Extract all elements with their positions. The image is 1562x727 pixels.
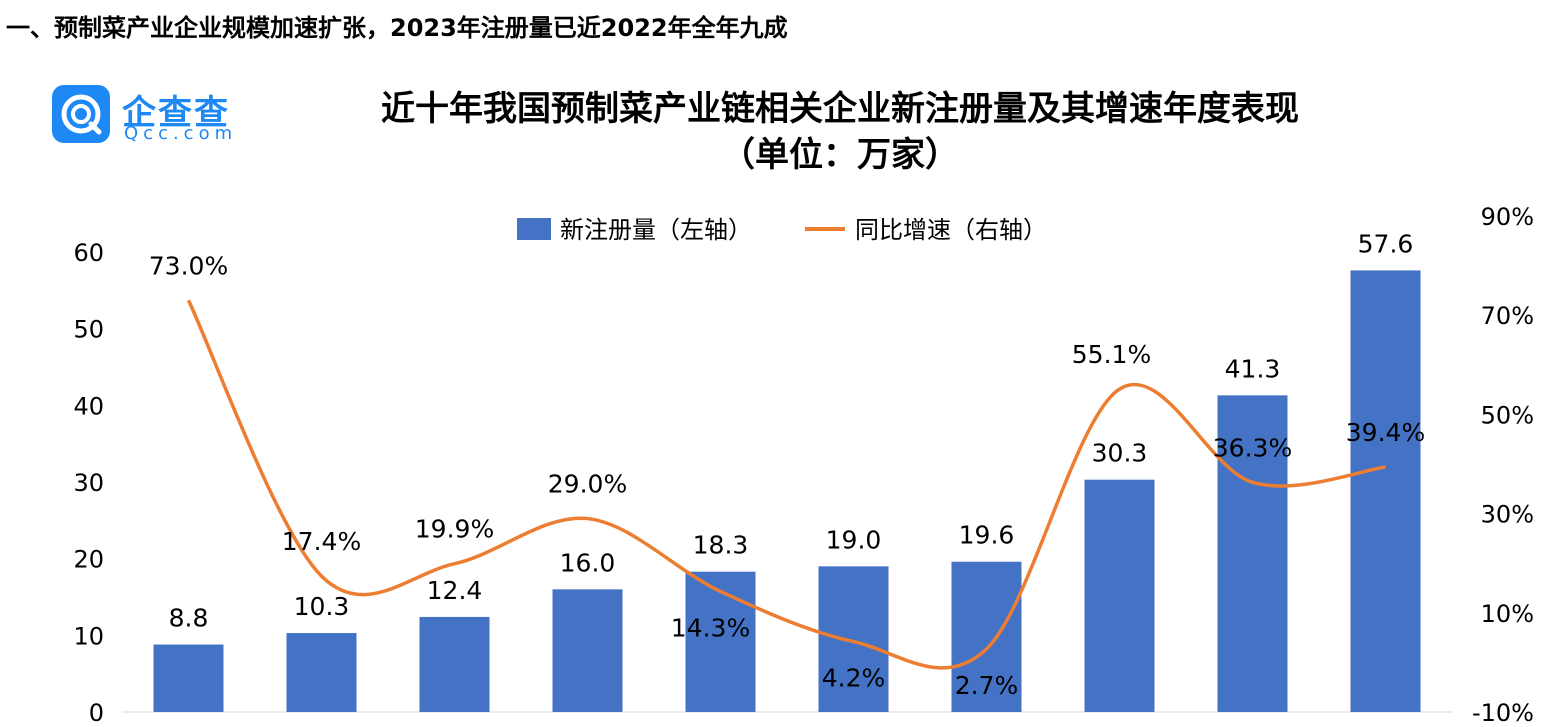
qcc-logo-icon — [52, 85, 110, 143]
left-axis: 0 10 20 30 40 50 60 — [73, 239, 104, 727]
bar-value-label: 16.0 — [560, 548, 616, 577]
bar — [951, 561, 1022, 712]
growth-value-label: 2.7% — [955, 671, 1019, 700]
right-axis: -10% 10% 30% 50% 70% 90% — [1472, 203, 1534, 727]
growth-value-label: 29.0% — [548, 470, 627, 499]
left-axis-tick-label: 60 — [73, 239, 104, 267]
growth-line — [186, 299, 1386, 670]
growth-value-label: 55.1% — [1072, 340, 1151, 369]
bar-value-label: 19.6 — [959, 521, 1015, 550]
legend-bar-label: 新注册量（左轴） — [560, 216, 752, 244]
right-axis-tick-label: 90% — [1481, 203, 1534, 231]
bar — [1084, 479, 1155, 712]
right-axis-tick-label: -10% — [1472, 699, 1534, 727]
qcc-logo: 企查查 Qcc.com — [52, 85, 252, 145]
right-axis-tick-label: 70% — [1481, 302, 1534, 330]
bar — [286, 633, 357, 712]
bar — [1350, 270, 1421, 712]
bar — [1217, 395, 1288, 712]
logo-name: 企查查 — [122, 93, 230, 133]
bar-value-label: 18.3 — [693, 531, 749, 560]
bar-value-label: 8.8 — [169, 604, 209, 633]
growth-value-label: 4.2% — [822, 664, 886, 693]
bar — [153, 644, 224, 712]
bar — [552, 589, 623, 712]
left-axis-tick-label: 50 — [73, 316, 104, 344]
growth-value-label: 36.3% — [1213, 433, 1292, 462]
legend: 新注册量（左轴） 同比增速（右轴） — [517, 216, 1047, 244]
growth-value-label: 39.4% — [1346, 418, 1425, 447]
bar-value-label: 12.4 — [427, 576, 483, 605]
legend-bar-swatch — [517, 218, 551, 240]
left-axis-tick-label: 20 — [73, 546, 104, 574]
left-axis-tick-label: 40 — [73, 392, 104, 420]
line-data-labels: 73.0% 17.4% 19.9% 29.0% 14.3% 4.2% 2.7% 55.1% 36… — [149, 251, 1425, 700]
right-axis-tick-label: 30% — [1481, 501, 1534, 529]
bar-series — [153, 270, 1421, 712]
right-axis-tick-label: 10% — [1481, 600, 1534, 628]
bar-value-label: 57.6 — [1358, 229, 1414, 258]
bar-data-labels: 8.8 10.3 12.4 16.0 18.3 19.0 19.6 30.3 41.3 57.6 — [169, 229, 1414, 632]
growth-value-label: 73.0% — [149, 251, 228, 280]
bar — [818, 566, 889, 712]
left-axis-tick-label: 0 — [89, 699, 104, 727]
bar-value-label: 41.3 — [1225, 354, 1281, 383]
chart-subtitle: （单位：万家） — [721, 135, 959, 175]
section-heading: 一、预制菜产业企业规模加速扩张，2023年注册量已近2022年全年九成 — [6, 14, 788, 42]
right-axis-tick-label: 50% — [1481, 401, 1534, 429]
bar-value-label: 30.3 — [1092, 439, 1148, 468]
bar-value-label: 19.0 — [826, 525, 882, 554]
chart-title-block: 近十年我国预制菜产业链相关企业新注册量及其增速年度表现 （单位：万家） — [280, 86, 1400, 178]
bar-value-label: 10.3 — [294, 592, 350, 621]
left-axis-tick-label: 10 — [73, 622, 104, 650]
logo-domain: Qcc.com — [124, 123, 238, 144]
growth-value-label: 14.3% — [671, 613, 750, 642]
bar — [685, 571, 756, 712]
chart-title: 近十年我国预制菜产业链相关企业新注册量及其增速年度表现 — [381, 89, 1299, 129]
growth-value-label: 17.4% — [282, 527, 361, 556]
bar — [419, 616, 490, 712]
legend-line-label: 同比增速（右轴） — [855, 216, 1047, 244]
left-axis-tick-label: 30 — [73, 469, 104, 497]
growth-value-label: 19.9% — [415, 515, 494, 544]
